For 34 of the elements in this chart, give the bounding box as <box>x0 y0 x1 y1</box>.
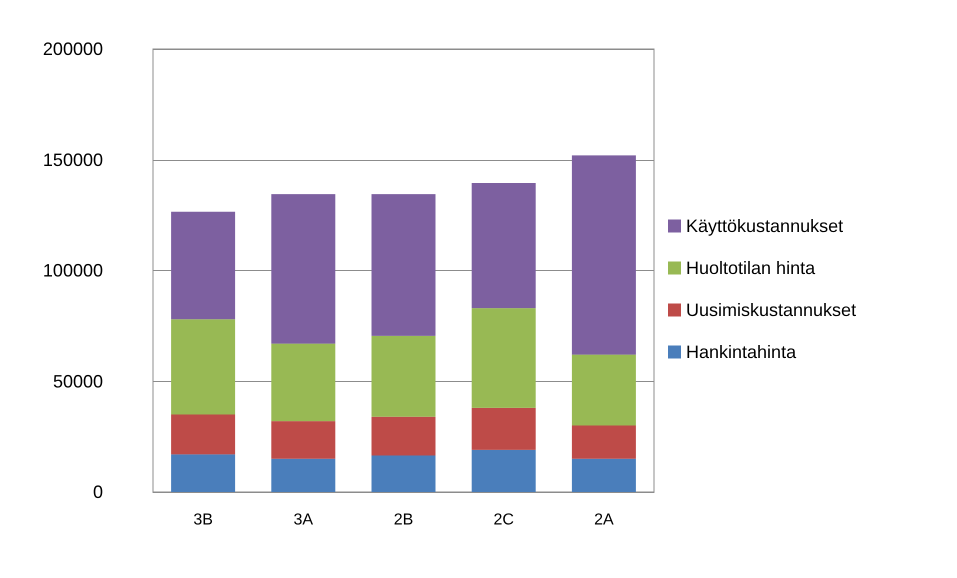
y-tick-label: 200000 <box>42 39 103 59</box>
y-tick-label: 0 <box>92 482 103 502</box>
legend-label: Käyttökustannukset <box>686 216 844 236</box>
bar <box>572 155 636 355</box>
x-tick-label: 3B <box>193 512 213 528</box>
bar <box>171 414 236 454</box>
legend-label: Huoltotilan hinta <box>686 258 816 278</box>
legend-label: Hankintahinta <box>686 342 798 362</box>
bar <box>372 336 436 417</box>
bar <box>271 421 336 459</box>
x-tick-label: 2B <box>394 512 414 528</box>
bar <box>171 319 236 414</box>
legend-label: Uusimiskustannukset <box>686 300 856 320</box>
bar <box>472 308 536 408</box>
bar <box>271 458 336 492</box>
x-tick-label: 3A <box>294 512 314 528</box>
y-tick-label: 100000 <box>42 260 103 280</box>
bar <box>472 408 536 450</box>
x-tick-label: 2A <box>594 512 614 528</box>
bar <box>472 183 536 308</box>
bar <box>472 450 536 492</box>
bar <box>271 344 336 422</box>
bar <box>271 194 336 344</box>
bar <box>372 455 436 492</box>
x-tick-label: 2C <box>493 512 514 528</box>
bar <box>572 458 636 492</box>
bar <box>372 416 436 456</box>
y-tick-label: 150000 <box>42 150 103 170</box>
bar <box>572 426 636 459</box>
bar <box>171 454 236 492</box>
bar <box>171 212 236 320</box>
bar <box>572 354 636 426</box>
y-tick-label: 50000 <box>52 371 103 392</box>
bar <box>372 194 436 336</box>
